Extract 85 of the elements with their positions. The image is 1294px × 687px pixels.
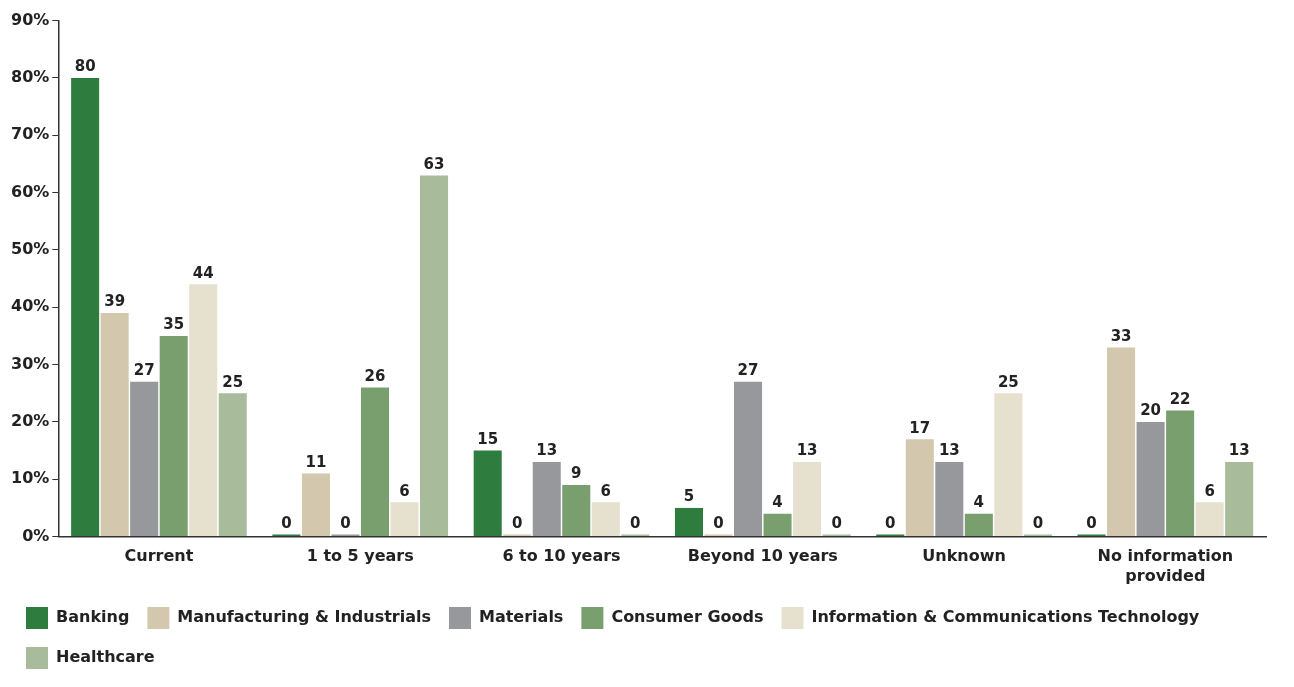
y-tick-label: 30% [11,353,50,373]
bar [301,473,330,537]
bar [964,513,993,537]
data-label: 5 [683,487,695,506]
bar [420,175,449,537]
bar [1195,502,1224,537]
bar [100,313,129,537]
x-tick-label: Beyond 10 years [687,546,838,566]
bar [734,381,763,537]
bar [390,502,419,537]
data-label: 4 [973,493,985,512]
legend-label: Healthcare [56,647,155,667]
data-label: 6 [1204,481,1215,500]
legend-label: Banking [56,607,130,627]
data-label: 11 [305,452,327,471]
data-label: 13 [938,441,960,460]
bar [1136,421,1165,537]
data-label: 25 [997,372,1019,391]
data-label: 26 [364,366,386,385]
data-label: 0 [340,513,351,532]
legend-label: Manufacturing & Industrials [177,607,431,627]
data-label: 39 [104,292,126,311]
bar [994,393,1023,537]
bar [763,513,792,537]
data-label: 25 [222,372,244,391]
bar [1225,462,1254,537]
data-label: 0 [281,513,292,532]
data-label: 13 [796,441,818,460]
bar [591,502,620,537]
data-label: 0 [831,513,842,532]
y-tick-label: 20% [11,411,50,431]
legend-label: Materials [478,607,564,627]
data-label: 33 [1110,326,1132,345]
data-label: 13 [536,441,558,460]
bar [674,507,704,537]
data-label: 0 [713,513,724,532]
y-tick-label: 60% [11,181,50,201]
bar [159,335,188,537]
x-tick-label: Current [124,546,194,566]
x-tick-label: 1 to 5 years [306,546,414,566]
legend-label: Information & Communications Technology [811,607,1200,627]
y-tick-label: 40% [11,296,50,316]
data-label: 80 [74,57,96,76]
bar [1166,410,1195,537]
data-label: 0 [1032,513,1044,532]
bar [71,77,100,537]
y-tick-label: 80% [11,67,50,87]
y-tick-label: 0% [22,525,50,545]
data-label: 27 [737,361,759,380]
bar [532,462,561,537]
data-label: 0 [1086,513,1097,532]
y-tick-label: 70% [11,124,50,144]
data-label: 27 [133,361,155,380]
bar [905,439,934,537]
bar [935,462,964,537]
data-label: 9 [571,464,582,483]
data-label: 44 [192,263,214,282]
data-label: 6 [399,481,410,500]
data-label: 0 [512,513,523,532]
bar [473,450,502,537]
bar [360,387,390,537]
bar [793,462,822,537]
y-tick-label: 10% [11,468,50,488]
data-label: 4 [772,493,783,512]
data-label: 0 [630,513,641,532]
x-tick-label: 6 to 10 years [502,546,621,566]
data-label: 22 [1169,389,1191,408]
data-label: 20 [1140,401,1162,420]
data-label: 63 [423,154,445,173]
data-label: 15 [477,429,499,448]
y-tick-label: 50% [11,239,50,259]
bar [218,393,247,537]
data-label: 13 [1228,441,1250,460]
data-label: 6 [600,481,612,500]
data-label: 0 [885,513,896,532]
x-tick-label: No information provided [1097,546,1234,585]
y-tick-label: 90% [11,9,50,29]
bar [562,485,591,537]
bar [1107,347,1136,537]
data-label: 35 [163,315,185,334]
data-label: 17 [909,418,931,437]
legend-label: Consumer Goods [611,607,764,627]
bar [189,284,218,537]
bar [130,381,159,537]
x-tick-label: Unknown [922,546,1006,566]
